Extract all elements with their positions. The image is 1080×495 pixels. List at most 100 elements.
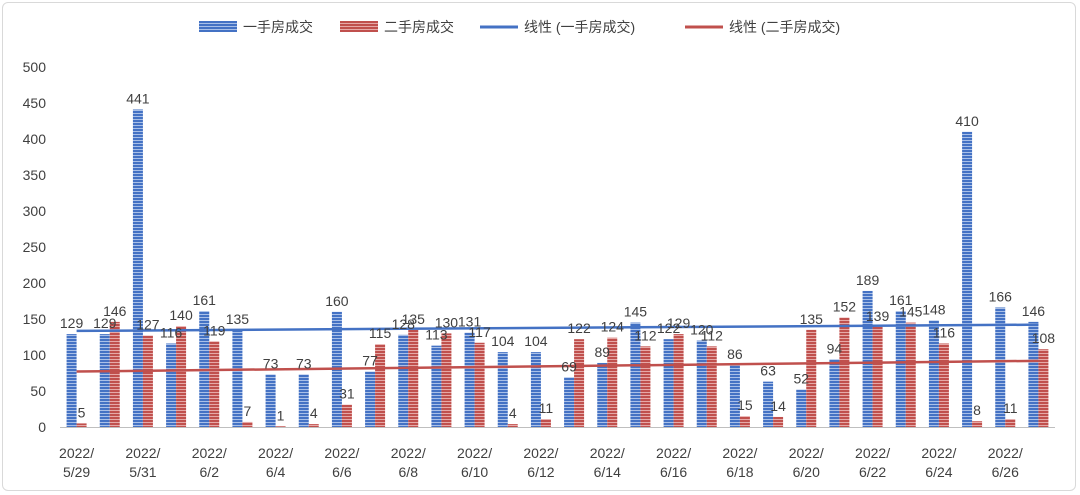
bar-resale — [540, 419, 551, 427]
data-label: 148 — [922, 301, 946, 317]
bar-new-home — [464, 332, 475, 427]
bar-new-home — [564, 377, 575, 427]
bar-resale — [806, 329, 817, 427]
y-tick-label: 200 — [23, 275, 47, 291]
data-label: 161 — [889, 292, 913, 308]
data-label: 4 — [310, 405, 318, 421]
legend-label-2: 线性 (一手房成交) — [524, 19, 635, 35]
x-tick-label: 6/14 — [594, 464, 621, 480]
bar-new-home — [663, 339, 674, 427]
data-label: 166 — [989, 288, 1013, 304]
bar-resale — [773, 416, 784, 427]
bars — [66, 109, 1049, 428]
bar-new-home — [696, 340, 707, 427]
data-label: 130 — [435, 314, 459, 330]
data-label: 4 — [509, 405, 517, 421]
bar-new-home — [166, 343, 177, 427]
bar-resale — [242, 421, 253, 427]
data-label: 116 — [160, 324, 183, 340]
x-tick-label: 2022/ — [921, 445, 956, 461]
bar-new-home — [995, 307, 1006, 427]
bar-new-home — [796, 389, 807, 427]
x-axis: 2022/5/29 2022/5/31 2022/6/2 2022/6/4 2022/6… — [59, 427, 1055, 480]
data-label: 15 — [737, 397, 753, 413]
bar-resale — [574, 339, 585, 427]
data-label: 108 — [1032, 330, 1056, 346]
bar-resale — [209, 341, 220, 427]
data-label: 73 — [296, 355, 312, 371]
data-label: 120 — [690, 322, 714, 338]
x-tick-label: 5/31 — [129, 464, 156, 480]
bar-resale — [507, 424, 518, 427]
bar-new-home — [597, 362, 608, 427]
data-label: 104 — [524, 333, 548, 349]
bar-resale — [408, 329, 419, 427]
y-tick-label: 300 — [23, 203, 47, 219]
bar-new-home — [497, 352, 508, 427]
data-label: 160 — [325, 293, 349, 309]
data-label: 128 — [392, 316, 416, 332]
x-tick-label: 2022/ — [192, 445, 227, 461]
data-label: 5 — [78, 404, 86, 420]
x-tick-label: 6/16 — [660, 464, 687, 480]
bar-resale — [640, 346, 651, 427]
bar-new-home — [895, 311, 906, 427]
x-tick-label: 6/18 — [726, 464, 753, 480]
bar-resale — [474, 342, 485, 427]
data-label: 117 — [468, 324, 491, 340]
x-tick-label: 6/12 — [527, 464, 554, 480]
data-label: 112 — [701, 327, 724, 343]
data-label: 129 — [93, 315, 117, 331]
data-label: 112 — [634, 327, 657, 343]
bar-new-home — [928, 320, 939, 427]
bar-new-home — [232, 329, 243, 427]
bar-resale — [308, 424, 319, 427]
x-tick-label: 6/2 — [200, 464, 220, 480]
x-tick-label: 2022/ — [855, 445, 890, 461]
y-tick-label: 100 — [23, 347, 47, 363]
data-label: 140 — [169, 307, 193, 323]
bar-new-home — [763, 381, 774, 427]
x-tick-label: 2022/ — [590, 445, 625, 461]
data-label: 94 — [827, 340, 843, 356]
x-tick-label: 6/6 — [332, 464, 352, 480]
bar-resale — [905, 322, 916, 427]
data-label: 14 — [770, 398, 786, 414]
trendline-new-home — [76, 323, 1039, 333]
x-tick-label: 2022/ — [258, 445, 293, 461]
bar-resale — [76, 423, 87, 427]
bar-resale — [142, 335, 153, 427]
y-tick-label: 150 — [23, 311, 47, 327]
y-tick-label: 50 — [30, 383, 46, 399]
bar-new-home — [829, 359, 840, 427]
data-label: 11 — [1003, 400, 1018, 416]
legend-swatch-1 — [340, 21, 378, 32]
x-tick-label: 6/8 — [399, 464, 419, 480]
data-label: 135 — [402, 311, 426, 327]
bar-resale — [972, 421, 983, 427]
data-label: 441 — [126, 90, 150, 106]
x-tick-label: 2022/ — [457, 445, 492, 461]
bar-resale — [839, 317, 850, 427]
bar-resale — [673, 334, 684, 427]
x-tick-label: 2022/ — [789, 445, 824, 461]
data-label: 131 — [458, 314, 482, 330]
bar-new-home — [962, 131, 973, 428]
data-label: 119 — [203, 322, 226, 338]
data-label: 52 — [793, 371, 809, 387]
bar-new-home — [265, 374, 276, 427]
x-tick-label: 6/24 — [925, 464, 952, 480]
data-label: 135 — [800, 311, 824, 327]
bar-resale — [938, 343, 949, 427]
bar-resale — [275, 426, 286, 427]
data-label: 129 — [667, 315, 691, 331]
x-tick-label: 2022/ — [523, 445, 558, 461]
bar-resale — [607, 337, 618, 427]
data-label: 31 — [339, 386, 355, 402]
data-label: 122 — [567, 320, 591, 336]
bar-new-home — [431, 345, 442, 427]
data-label: 7 — [244, 403, 252, 419]
x-tick-label: 6/20 — [793, 464, 820, 480]
legend: 一手房成交 二手房成交 线性 (一手房成交) 线性 (二手房成交) — [199, 19, 840, 35]
x-tick-label: 6/26 — [992, 464, 1019, 480]
